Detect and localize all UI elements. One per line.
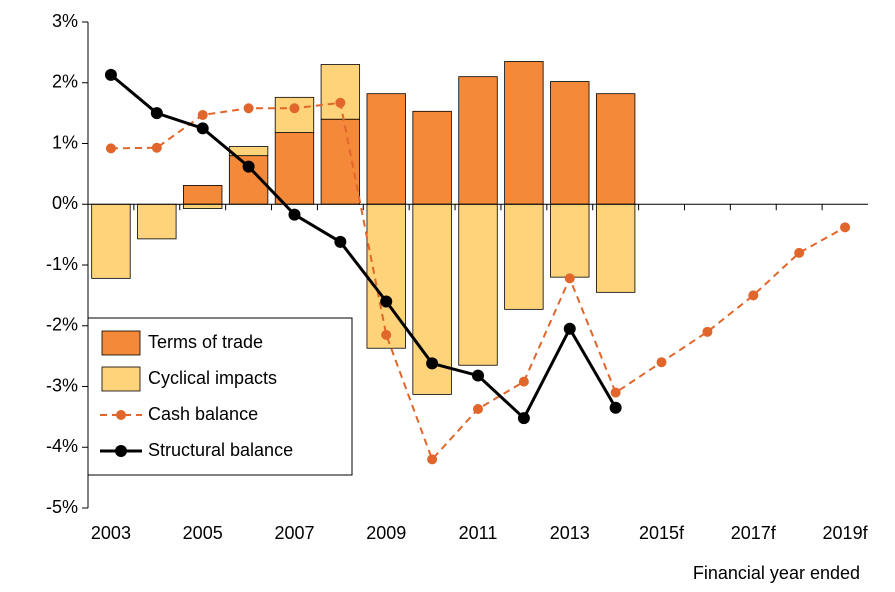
point <box>473 403 483 414</box>
bar <box>274 132 315 205</box>
point <box>656 357 667 368</box>
point <box>427 454 438 465</box>
point <box>517 412 530 425</box>
bar <box>595 93 636 205</box>
bar <box>412 110 452 205</box>
legend-label: Cyclical impacts <box>148 368 277 388</box>
point <box>794 247 805 258</box>
bar <box>458 76 498 205</box>
point <box>609 401 622 414</box>
point <box>518 376 529 387</box>
bar <box>595 203 636 293</box>
x-tick-label: 2005 <box>183 523 223 543</box>
y-tick-label: 1% <box>52 132 78 152</box>
x-tick-label: 2011 <box>459 523 498 543</box>
bar <box>550 81 590 205</box>
legend-swatch <box>101 330 141 356</box>
legend-label: Structural balance <box>148 440 293 460</box>
x-tick-label: 2003 <box>91 523 131 543</box>
legend-marker <box>115 445 127 457</box>
x-tick-label: 2019f <box>823 523 869 543</box>
y-tick-label: -3% <box>46 375 78 395</box>
legend-swatch <box>101 366 141 392</box>
point <box>288 208 301 221</box>
bar <box>504 203 544 310</box>
bar <box>137 203 177 240</box>
legend-label: Cash balance <box>148 404 258 424</box>
point <box>196 122 209 135</box>
x-tick-label: 2013 <box>550 523 590 543</box>
bar <box>458 203 498 366</box>
y-tick-label: 0% <box>52 193 78 213</box>
point <box>380 295 393 308</box>
point <box>426 357 439 370</box>
point <box>151 142 162 153</box>
x-tick-label: 2015f <box>639 523 685 543</box>
point <box>105 143 116 154</box>
y-tick-label: -4% <box>46 436 78 456</box>
point <box>197 109 208 120</box>
point <box>748 290 759 301</box>
bar <box>320 118 361 205</box>
bar <box>320 64 361 120</box>
point <box>702 326 713 337</box>
x-tick-label: 2009 <box>366 523 406 543</box>
point <box>243 103 254 114</box>
y-tick-label: 3% <box>52 11 78 31</box>
x-tick-label: 2007 <box>274 523 314 543</box>
line <box>109 73 617 421</box>
point <box>472 369 484 382</box>
y-tick-label: -1% <box>46 254 78 274</box>
point <box>381 329 392 340</box>
x-axis-label: Financial year ended <box>693 563 860 583</box>
point <box>564 273 575 284</box>
point <box>610 387 621 398</box>
point <box>289 103 300 114</box>
bar <box>183 185 223 205</box>
bar <box>366 203 406 349</box>
bar <box>504 61 544 205</box>
point <box>104 68 117 81</box>
legend-marker <box>116 410 126 420</box>
bar <box>274 96 315 133</box>
point <box>335 97 346 108</box>
x-tick-label: 2017f <box>731 523 777 543</box>
bar <box>550 203 590 278</box>
y-tick-label: -2% <box>46 315 78 335</box>
y-tick-label: 2% <box>52 72 78 92</box>
bar <box>183 203 223 209</box>
point <box>242 160 255 173</box>
point <box>150 107 163 120</box>
bar <box>91 203 131 279</box>
point <box>334 235 347 248</box>
point <box>563 322 576 335</box>
y-tick-label: -5% <box>46 497 78 517</box>
legend-label: Terms of trade <box>148 332 263 352</box>
point <box>840 222 851 233</box>
bar <box>366 93 406 205</box>
